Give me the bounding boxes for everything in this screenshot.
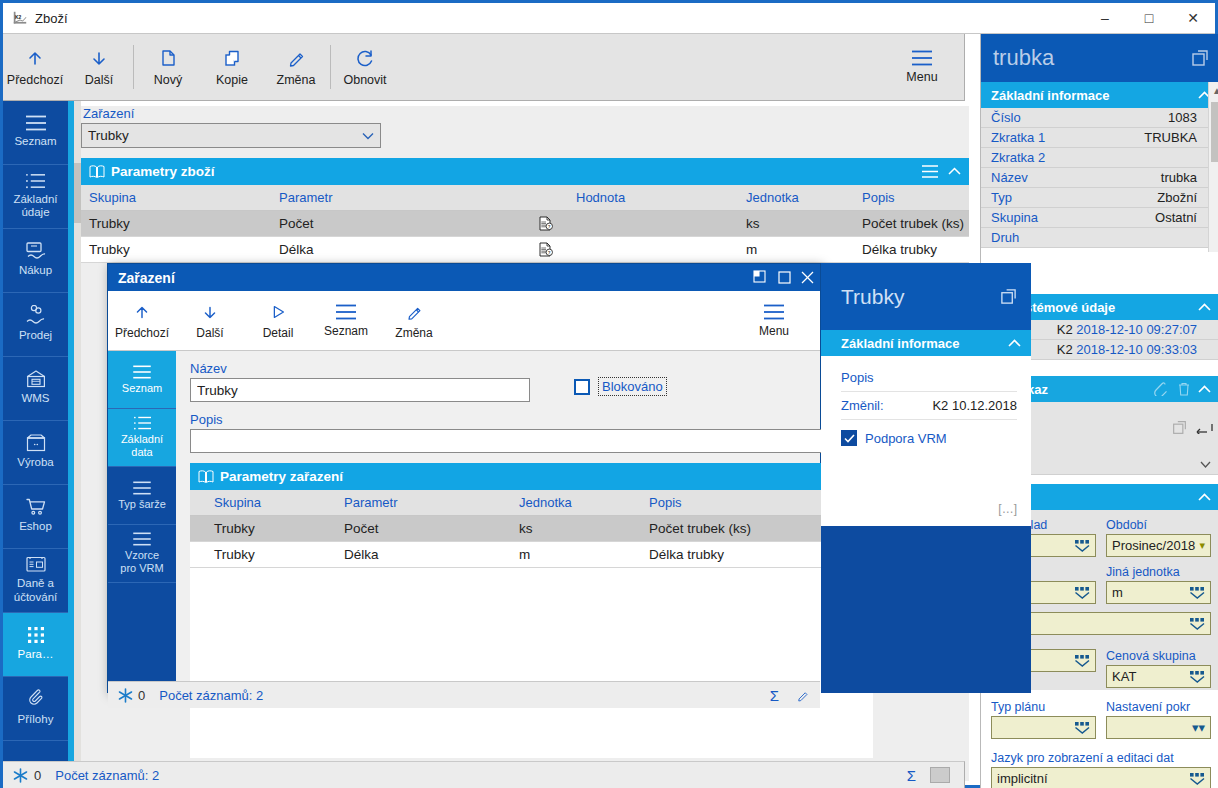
svg-text:K2: K2	[15, 15, 22, 20]
